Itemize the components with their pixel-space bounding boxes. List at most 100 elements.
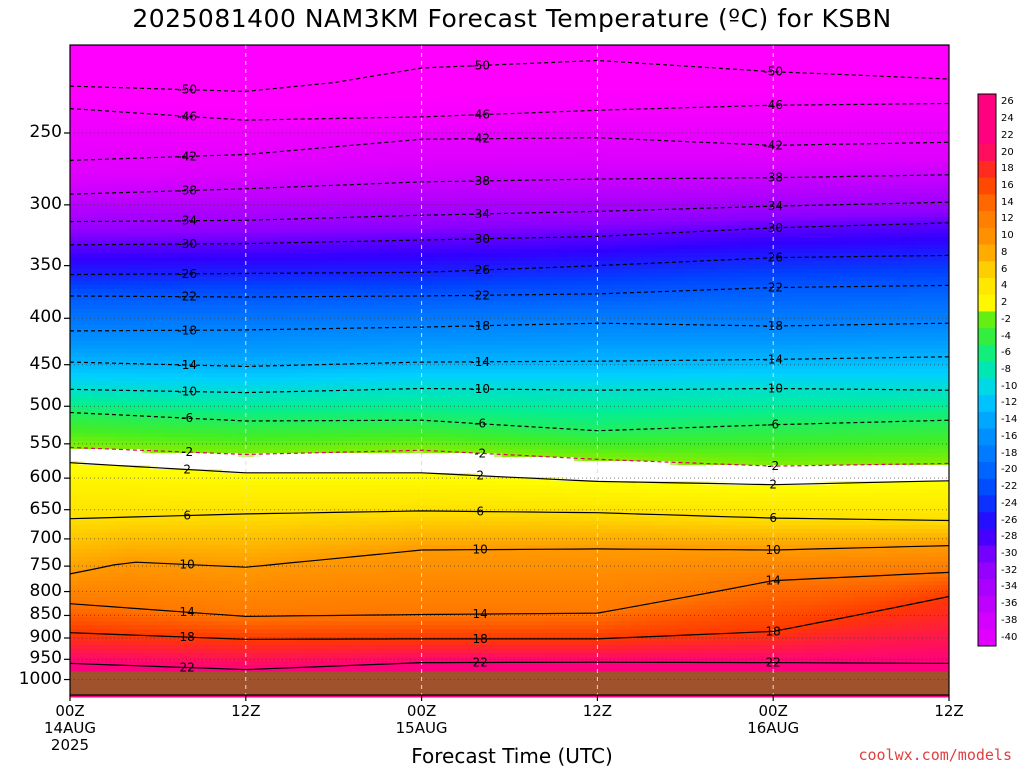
field-cell [70, 533, 79, 538]
field-cell [302, 517, 311, 522]
field-cell [278, 269, 287, 274]
field-cell [174, 297, 183, 302]
field-cell [190, 161, 199, 166]
field-cell [222, 353, 231, 358]
field-cell [118, 213, 127, 218]
field-cell [286, 73, 295, 78]
field-cell [126, 525, 135, 530]
field-cell [214, 393, 223, 398]
field-cell [86, 625, 95, 630]
field-cell [126, 401, 135, 406]
temperature-field [70, 45, 950, 698]
field-cell [310, 413, 319, 418]
field-cell [262, 409, 271, 414]
field-cell [190, 405, 199, 410]
field-cell [246, 573, 255, 578]
field-cell [270, 609, 279, 614]
field-cell [174, 141, 183, 146]
field-cell [182, 637, 191, 642]
field-cell [134, 453, 143, 458]
field-cell [270, 661, 279, 666]
field-cell [150, 485, 159, 490]
field-cell [134, 313, 143, 318]
field-cell [254, 573, 263, 578]
field-cell [142, 237, 151, 242]
field-cell [118, 381, 127, 386]
field-cell [294, 449, 303, 454]
field-cell [174, 165, 183, 170]
field-cell [230, 85, 239, 90]
field-cell [278, 165, 287, 170]
field-cell [86, 641, 95, 646]
field-cell [182, 149, 191, 154]
field-cell [246, 237, 255, 242]
field-cell [182, 181, 191, 186]
field-cell [270, 429, 279, 434]
field-cell [278, 653, 287, 658]
field-cell [182, 201, 191, 206]
field-cell [214, 525, 223, 530]
field-cell [262, 405, 271, 410]
field-cell [70, 341, 79, 346]
field-cell [182, 69, 191, 74]
field-cell [118, 285, 127, 290]
field-cell [134, 573, 143, 578]
field-cell [166, 285, 175, 290]
field-cell [230, 641, 239, 646]
field-cell [214, 493, 223, 498]
field-cell [206, 345, 215, 350]
field-cell [70, 573, 79, 578]
field-cell [278, 381, 287, 386]
field-cell [254, 505, 263, 510]
field-cell [86, 617, 95, 622]
field-cell [294, 353, 303, 358]
field-cell [158, 381, 167, 386]
field-cell [246, 301, 255, 306]
field-cell [78, 229, 87, 234]
field-cell [182, 121, 191, 126]
field-cell [222, 237, 231, 242]
field-cell [118, 357, 127, 362]
field-cell [110, 277, 119, 282]
field-cell [238, 577, 247, 582]
field-cell [182, 633, 191, 638]
field-cell [262, 661, 271, 666]
field-cell [254, 113, 263, 118]
field-cell [198, 233, 207, 238]
field-cell [206, 237, 215, 242]
field-cell [118, 461, 127, 466]
field-cell [78, 597, 87, 602]
field-cell [262, 441, 271, 446]
field-cell [286, 113, 295, 118]
field-cell [182, 381, 191, 386]
field-cell [110, 637, 119, 642]
field-cell [110, 617, 119, 622]
field-cell [110, 513, 119, 518]
field-cell [206, 149, 215, 154]
field-cell [286, 129, 295, 134]
field-cell [126, 549, 135, 554]
field-cell [310, 181, 319, 186]
field-cell [302, 449, 311, 454]
field-cell [110, 649, 119, 654]
field-cell [94, 109, 103, 114]
field-cell [254, 285, 263, 290]
field-cell [310, 93, 319, 98]
field-cell [206, 325, 215, 330]
field-cell [302, 305, 311, 310]
field-cell [118, 221, 127, 226]
field-cell [166, 417, 175, 422]
field-cell [134, 285, 143, 290]
field-cell [150, 433, 159, 438]
field-cell [254, 405, 263, 410]
field-cell [230, 577, 239, 582]
field-cell [230, 229, 239, 234]
field-cell [214, 533, 223, 538]
field-cell [118, 301, 127, 306]
field-cell [102, 533, 111, 538]
field-cell [174, 193, 183, 198]
field-cell [70, 229, 79, 234]
field-cell [158, 545, 167, 550]
field-cell [158, 597, 167, 602]
field-cell [102, 389, 111, 394]
